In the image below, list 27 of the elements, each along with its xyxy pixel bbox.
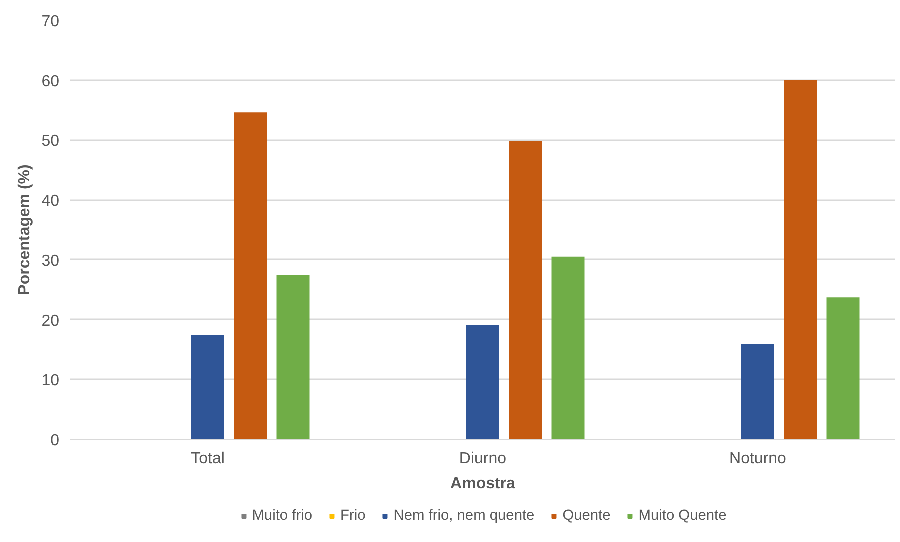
y-tick-label: 60 — [42, 73, 60, 90]
x-tick-label: Noturno — [730, 450, 787, 468]
x-tick-label: Total — [191, 450, 225, 468]
y-tick-label: 40 — [42, 193, 60, 210]
y-tick-label: 70 — [42, 14, 60, 30]
bar — [192, 335, 224, 440]
legend-label: Quente — [562, 508, 611, 524]
y-axis-title: Porcentagem (%) — [16, 164, 34, 296]
bar — [552, 256, 585, 440]
bar — [784, 80, 818, 440]
y-tick-label: 50 — [42, 133, 60, 150]
bar — [742, 344, 774, 440]
legend-label: Muito frio — [252, 508, 313, 524]
y-tick-label: 30 — [42, 252, 60, 270]
y-tick-label: 0 — [50, 432, 60, 450]
legend-label: Muito Quente — [638, 508, 727, 524]
bar — [466, 325, 500, 440]
bar — [276, 275, 310, 440]
x-axis-title: Amostra — [450, 476, 516, 492]
bar — [234, 112, 268, 440]
bar — [509, 141, 542, 440]
legend-label: Frio — [340, 508, 366, 524]
bar — [826, 298, 860, 440]
y-tick-label: 20 — [42, 312, 60, 330]
y-tick-label: 10 — [42, 372, 60, 390]
legend-label: Nem frio, nem quente — [394, 508, 535, 524]
x-tick-label: Diurno — [459, 450, 507, 468]
